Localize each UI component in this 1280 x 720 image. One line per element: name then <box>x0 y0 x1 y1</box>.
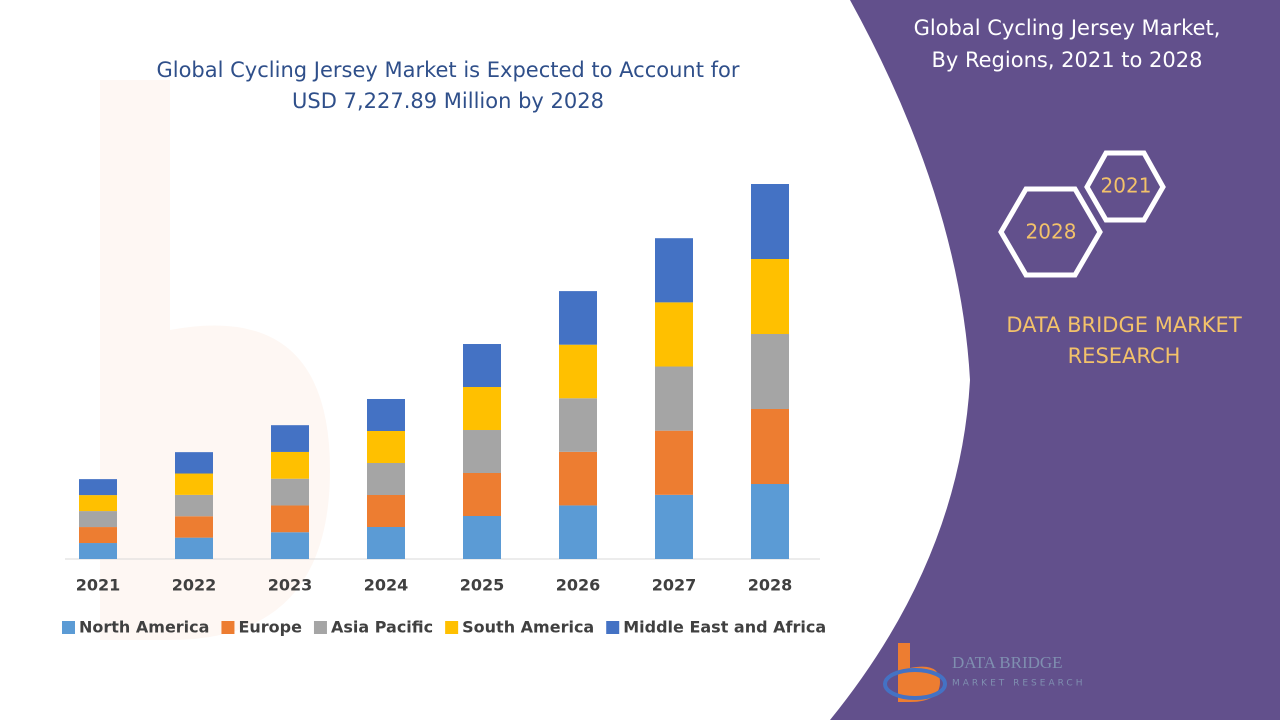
bar-segment <box>559 344 597 399</box>
bar-segment <box>271 478 309 506</box>
bar-segment <box>463 344 501 388</box>
hexagon <box>1084 150 1166 223</box>
legend-swatch <box>62 621 75 634</box>
x-tick-label: 2026 <box>556 576 601 595</box>
panel-heading: Global Cycling Jersey Market, <box>914 16 1221 40</box>
bar-segment <box>367 398 405 431</box>
legend-swatch <box>445 621 459 634</box>
bar-segment <box>463 430 501 474</box>
chart-title: USD 7,227.89 Million by 2028 <box>292 89 604 113</box>
hexagon-label: 2021 <box>1101 174 1152 198</box>
bar-segment <box>655 238 693 303</box>
bar-segment <box>751 409 789 484</box>
legend-label: North America <box>79 618 209 637</box>
logo-mark <box>898 643 940 702</box>
bar-segment <box>559 505 597 559</box>
legend-label: Asia Pacific <box>331 618 433 637</box>
bar-segment <box>271 505 309 533</box>
bar-segment <box>271 425 309 452</box>
bar-segment <box>79 511 117 528</box>
x-tick-label: 2025 <box>460 576 505 595</box>
brand-text: RESEARCH <box>1068 344 1181 368</box>
bar-segment <box>751 484 789 559</box>
bar-segment <box>655 302 693 367</box>
legend-label: Europe <box>238 618 302 637</box>
legend-swatch <box>313 621 327 634</box>
bar-segment <box>559 291 597 345</box>
x-tick-label: 2028 <box>748 576 793 595</box>
bar-segment <box>79 543 117 559</box>
logo: DATA BRIDGE MARKET RESEARCH <box>883 643 1085 702</box>
side-panel <box>830 0 1280 720</box>
bar-segment <box>367 462 405 495</box>
bar-segment <box>655 494 693 559</box>
bar-segment <box>559 451 597 506</box>
legend-swatch <box>221 621 235 634</box>
bar-segment <box>655 366 693 431</box>
bar-segment <box>463 516 501 559</box>
legend-label: South America <box>462 618 594 637</box>
legend-label: Middle East and Africa <box>623 618 826 637</box>
hexagon <box>998 186 1103 278</box>
x-tick-label: 2027 <box>652 576 697 595</box>
bar-segment <box>175 516 213 538</box>
brand-text: DATA BRIDGE MARKET <box>1006 313 1241 337</box>
bar-segment <box>79 495 117 512</box>
bar-segment <box>751 259 789 334</box>
bar-segment <box>367 526 405 559</box>
x-tick-label: 2024 <box>364 576 409 595</box>
panel-heading: By Regions, 2021 to 2028 <box>931 48 1202 72</box>
bar-segment <box>463 473 501 517</box>
x-tick-label: 2022 <box>172 576 217 595</box>
bar-segment <box>175 537 213 559</box>
bar-segment <box>79 527 117 544</box>
bar-segment <box>751 184 789 259</box>
bar-segment <box>271 532 309 559</box>
bar-segment <box>175 452 213 474</box>
bar-segment <box>367 430 405 463</box>
bar-segment <box>463 387 501 431</box>
bar-segment <box>79 479 117 496</box>
bar-segment <box>655 430 693 495</box>
x-tick-label: 2023 <box>268 576 313 595</box>
legend-swatch <box>606 621 620 634</box>
logo-text: MARKET RESEARCH <box>952 679 1085 689</box>
plot: 2021 2022 2023 2024 2025 2026 2027 2028 <box>76 184 793 595</box>
logo-text: DATA BRIDGE <box>952 653 1063 672</box>
legend: North America Europe Asia Pacific South Ame… <box>62 618 826 637</box>
chart-title: Global Cycling Jersey Market is Expected… <box>156 58 739 82</box>
bar-segment <box>751 334 789 409</box>
bar-segment <box>175 473 213 495</box>
hexagon-label: 2028 <box>1026 220 1077 244</box>
bar-segment <box>367 494 405 527</box>
bar-segment <box>271 451 309 479</box>
bar-segment <box>559 398 597 452</box>
x-tick-label: 2021 <box>76 576 121 595</box>
bar-segment <box>175 494 213 517</box>
logo-swoosh <box>883 668 947 700</box>
